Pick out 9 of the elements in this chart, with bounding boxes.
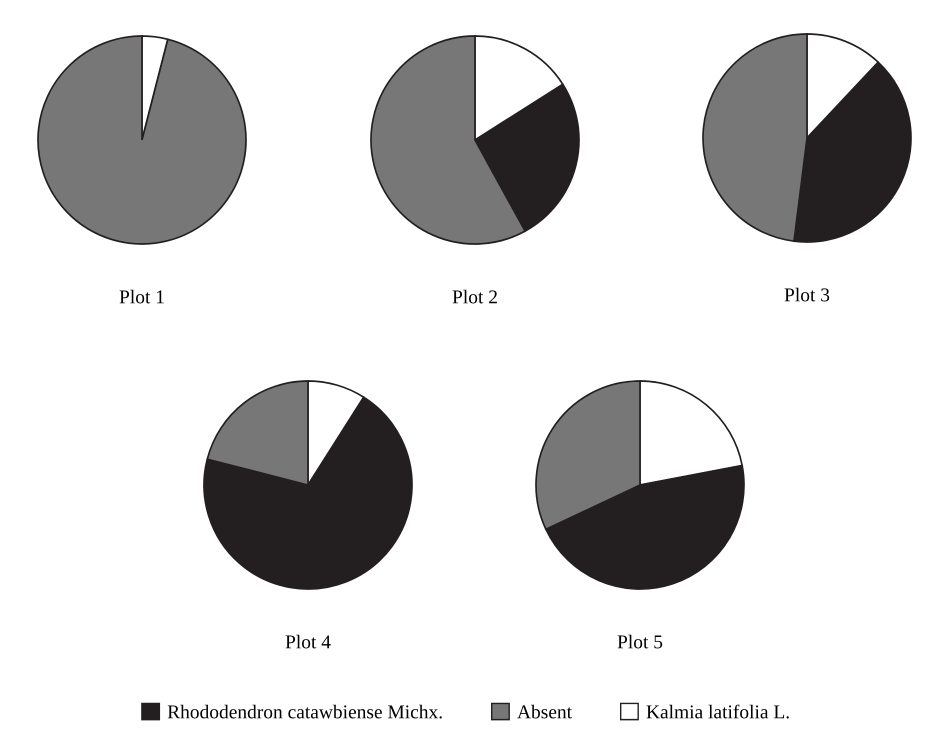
- legend-label: Kalmia latifolia L.: [646, 704, 789, 719]
- text: Plot 3: [784, 288, 830, 302]
- text: Plot 2: [452, 290, 497, 304]
- legend-label: Absent: [517, 704, 572, 718]
- legend-label: Rhododendron catawbiense Michx.: [168, 704, 442, 719]
- text: Plot 4: [286, 634, 331, 648]
- pie-slice: [37, 35, 247, 245]
- text: Plot 5: [618, 634, 662, 648]
- text: Plot 1: [120, 290, 164, 304]
